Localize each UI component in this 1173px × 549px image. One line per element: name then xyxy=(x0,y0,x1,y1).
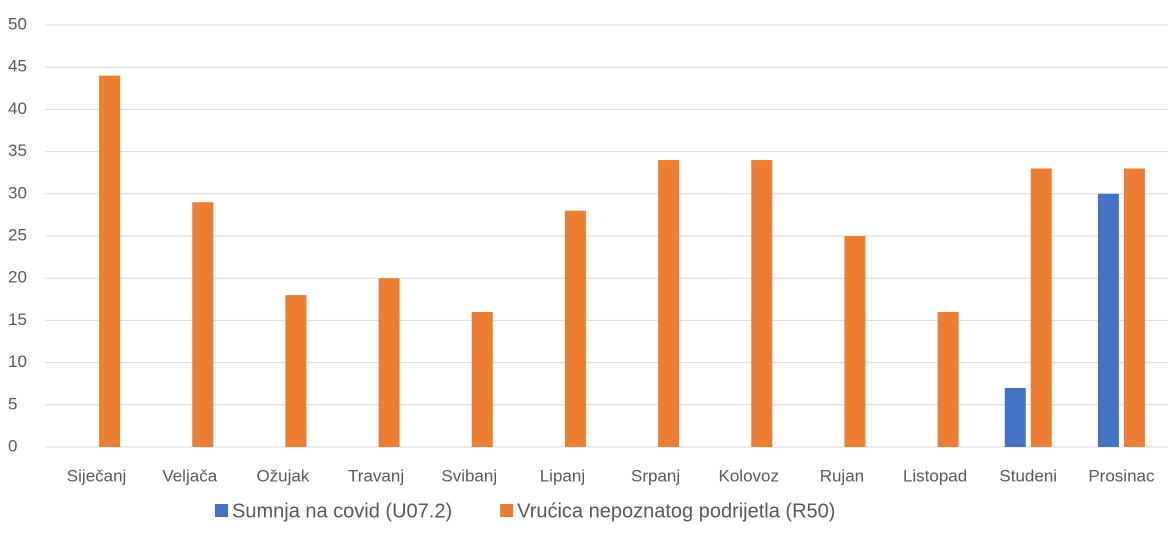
legend-label: Vrućica nepoznatog podrijetla (R50) xyxy=(517,500,835,522)
x-tick-label: Siječanj xyxy=(67,466,127,485)
bar xyxy=(1030,168,1052,448)
y-tick-label: 5 xyxy=(8,394,17,413)
x-tick-label: Veljača xyxy=(162,466,217,485)
x-tick-label: Svibanj xyxy=(441,466,497,485)
y-tick-label: 20 xyxy=(8,268,27,287)
x-tick-label: Lipanj xyxy=(540,466,585,485)
y-tick-label: 30 xyxy=(8,183,27,202)
x-tick-label: Studeni xyxy=(999,466,1057,485)
y-tick-label: 40 xyxy=(8,99,27,118)
x-tick-label: Listopad xyxy=(903,466,967,485)
bar xyxy=(1097,193,1119,447)
y-tick-label: 15 xyxy=(8,310,27,329)
x-tick-label: Prosinac xyxy=(1088,466,1155,485)
bar xyxy=(99,75,121,447)
bar xyxy=(844,236,866,447)
bar xyxy=(1123,168,1145,448)
bar xyxy=(658,160,680,448)
bar xyxy=(751,160,773,448)
x-tick-label: Srpanj xyxy=(631,466,680,485)
bar xyxy=(564,210,586,447)
bar xyxy=(192,202,214,447)
y-tick-label: 50 xyxy=(8,14,27,33)
legend-swatch xyxy=(500,504,514,517)
bar xyxy=(471,311,493,447)
legend-swatch xyxy=(215,504,228,517)
y-tick-label: 35 xyxy=(8,141,27,160)
bar xyxy=(937,311,959,447)
x-tick-label: Travanj xyxy=(348,466,404,485)
bar xyxy=(285,295,307,447)
x-tick-label: Rujan xyxy=(820,466,864,485)
legend-label: Sumnja na covid (U07.2) xyxy=(232,500,452,522)
bar xyxy=(1004,387,1026,447)
x-tick-label: Kolovoz xyxy=(719,466,779,485)
y-tick-label: 0 xyxy=(8,436,17,455)
x-tick-label: Ožujak xyxy=(256,466,309,485)
y-tick-label: 45 xyxy=(8,57,27,76)
y-tick-label: 25 xyxy=(8,225,27,244)
y-tick-label: 10 xyxy=(8,352,27,371)
bar xyxy=(378,278,400,447)
